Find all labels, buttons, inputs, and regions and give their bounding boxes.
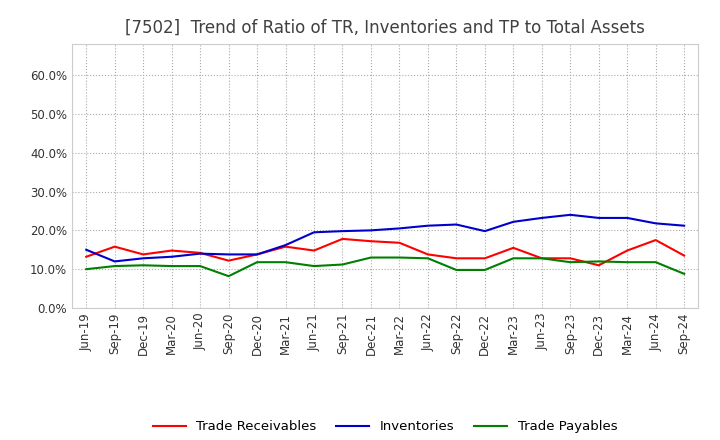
Trade Payables	[623, 260, 631, 265]
Inventories	[139, 256, 148, 261]
Trade Receivables	[595, 263, 603, 268]
Trade Payables	[310, 264, 318, 269]
Trade Receivables	[537, 256, 546, 261]
Trade Receivables	[366, 238, 375, 244]
Trade Receivables	[338, 236, 347, 242]
Inventories	[366, 228, 375, 233]
Trade Receivables	[82, 254, 91, 260]
Trade Payables	[452, 268, 461, 273]
Inventories	[680, 223, 688, 228]
Inventories	[566, 212, 575, 217]
Trade Receivables	[652, 238, 660, 243]
Line: Trade Receivables: Trade Receivables	[86, 239, 684, 265]
Inventories	[423, 223, 432, 228]
Trade Payables	[282, 260, 290, 265]
Inventories	[196, 251, 204, 256]
Trade Payables	[423, 256, 432, 261]
Trade Payables	[480, 268, 489, 273]
Trade Receivables	[196, 250, 204, 256]
Trade Payables	[680, 271, 688, 276]
Inventories	[253, 252, 261, 257]
Trade Receivables	[310, 248, 318, 253]
Inventories	[110, 259, 119, 264]
Trade Payables	[595, 259, 603, 264]
Inventories	[310, 230, 318, 235]
Inventories	[652, 221, 660, 226]
Trade Payables	[225, 274, 233, 279]
Trade Receivables	[566, 256, 575, 261]
Trade Receivables	[680, 253, 688, 258]
Trade Payables	[253, 260, 261, 265]
Inventories	[167, 254, 176, 260]
Trade Payables	[652, 260, 660, 265]
Trade Receivables	[282, 244, 290, 249]
Trade Receivables	[423, 252, 432, 257]
Inventories	[480, 228, 489, 234]
Inventories	[509, 219, 518, 224]
Title: [7502]  Trend of Ratio of TR, Inventories and TP to Total Assets: [7502] Trend of Ratio of TR, Inventories…	[125, 19, 645, 37]
Trade Receivables	[110, 244, 119, 249]
Trade Receivables	[139, 252, 148, 257]
Inventories	[338, 228, 347, 234]
Trade Payables	[537, 256, 546, 261]
Trade Receivables	[480, 256, 489, 261]
Trade Receivables	[623, 248, 631, 253]
Trade Receivables	[167, 248, 176, 253]
Inventories	[595, 215, 603, 220]
Trade Receivables	[452, 256, 461, 261]
Inventories	[452, 222, 461, 227]
Inventories	[537, 215, 546, 220]
Trade Payables	[566, 260, 575, 265]
Trade Payables	[509, 256, 518, 261]
Line: Inventories: Inventories	[86, 215, 684, 261]
Trade Payables	[82, 267, 91, 272]
Trade Payables	[110, 264, 119, 269]
Inventories	[82, 247, 91, 253]
Trade Payables	[395, 255, 404, 260]
Trade Payables	[139, 263, 148, 268]
Inventories	[282, 242, 290, 248]
Trade Receivables	[253, 252, 261, 257]
Line: Trade Payables: Trade Payables	[86, 257, 684, 276]
Inventories	[623, 215, 631, 220]
Trade Receivables	[395, 240, 404, 246]
Trade Receivables	[509, 245, 518, 250]
Trade Payables	[366, 255, 375, 260]
Trade Receivables	[225, 258, 233, 263]
Trade Payables	[338, 262, 347, 267]
Legend: Trade Receivables, Inventories, Trade Payables: Trade Receivables, Inventories, Trade Pa…	[148, 415, 623, 439]
Trade Payables	[196, 264, 204, 269]
Trade Payables	[167, 264, 176, 269]
Inventories	[225, 252, 233, 257]
Inventories	[395, 226, 404, 231]
